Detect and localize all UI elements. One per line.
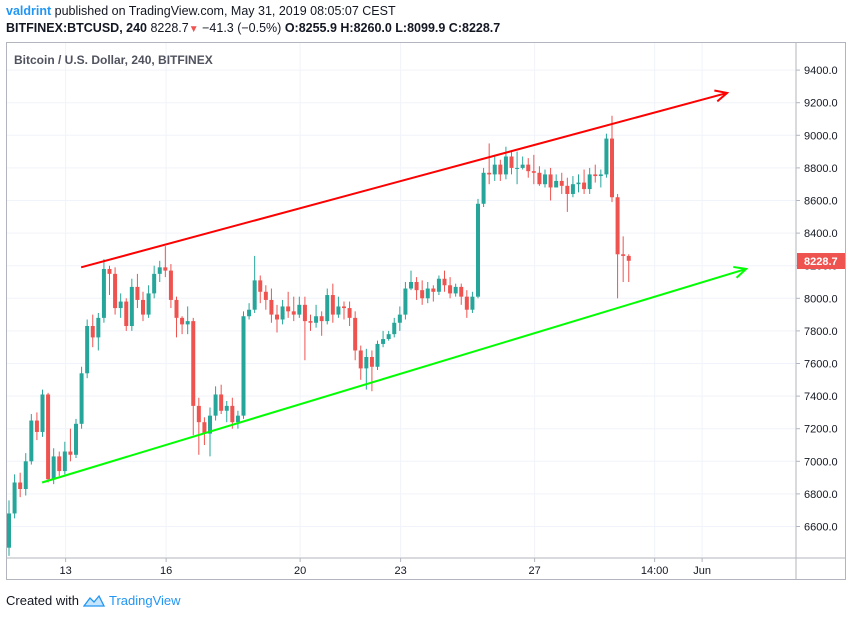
username-link[interactable]: valdrint bbox=[6, 4, 52, 18]
ohlc-values: O:8255.9 H:8260.0 L:8099.9 C:8228.7 bbox=[284, 21, 501, 35]
triangle-down-icon: ▼ bbox=[188, 24, 199, 35]
last-price: 8228.7 bbox=[150, 21, 189, 35]
symbol-line: BITFINEX:BTCUSD, 240 8228.7▼ −41.3 (−0.5… bbox=[6, 21, 500, 35]
created-with-text: Created with bbox=[6, 593, 79, 608]
chart-frame bbox=[6, 42, 846, 580]
price-change: −41.3 (−0.5%) bbox=[202, 21, 282, 35]
published-text: published on TradingView.com, May 31, 20… bbox=[54, 4, 396, 18]
symbol-name: BITFINEX:BTCUSD, 240 bbox=[6, 21, 147, 35]
publisher-line: valdrint published on TradingView.com, M… bbox=[6, 4, 396, 18]
tradingview-logo-icon bbox=[82, 594, 105, 607]
footer: Created with TradingView bbox=[6, 593, 181, 608]
tradingview-brand-link[interactable]: TradingView bbox=[108, 593, 181, 608]
